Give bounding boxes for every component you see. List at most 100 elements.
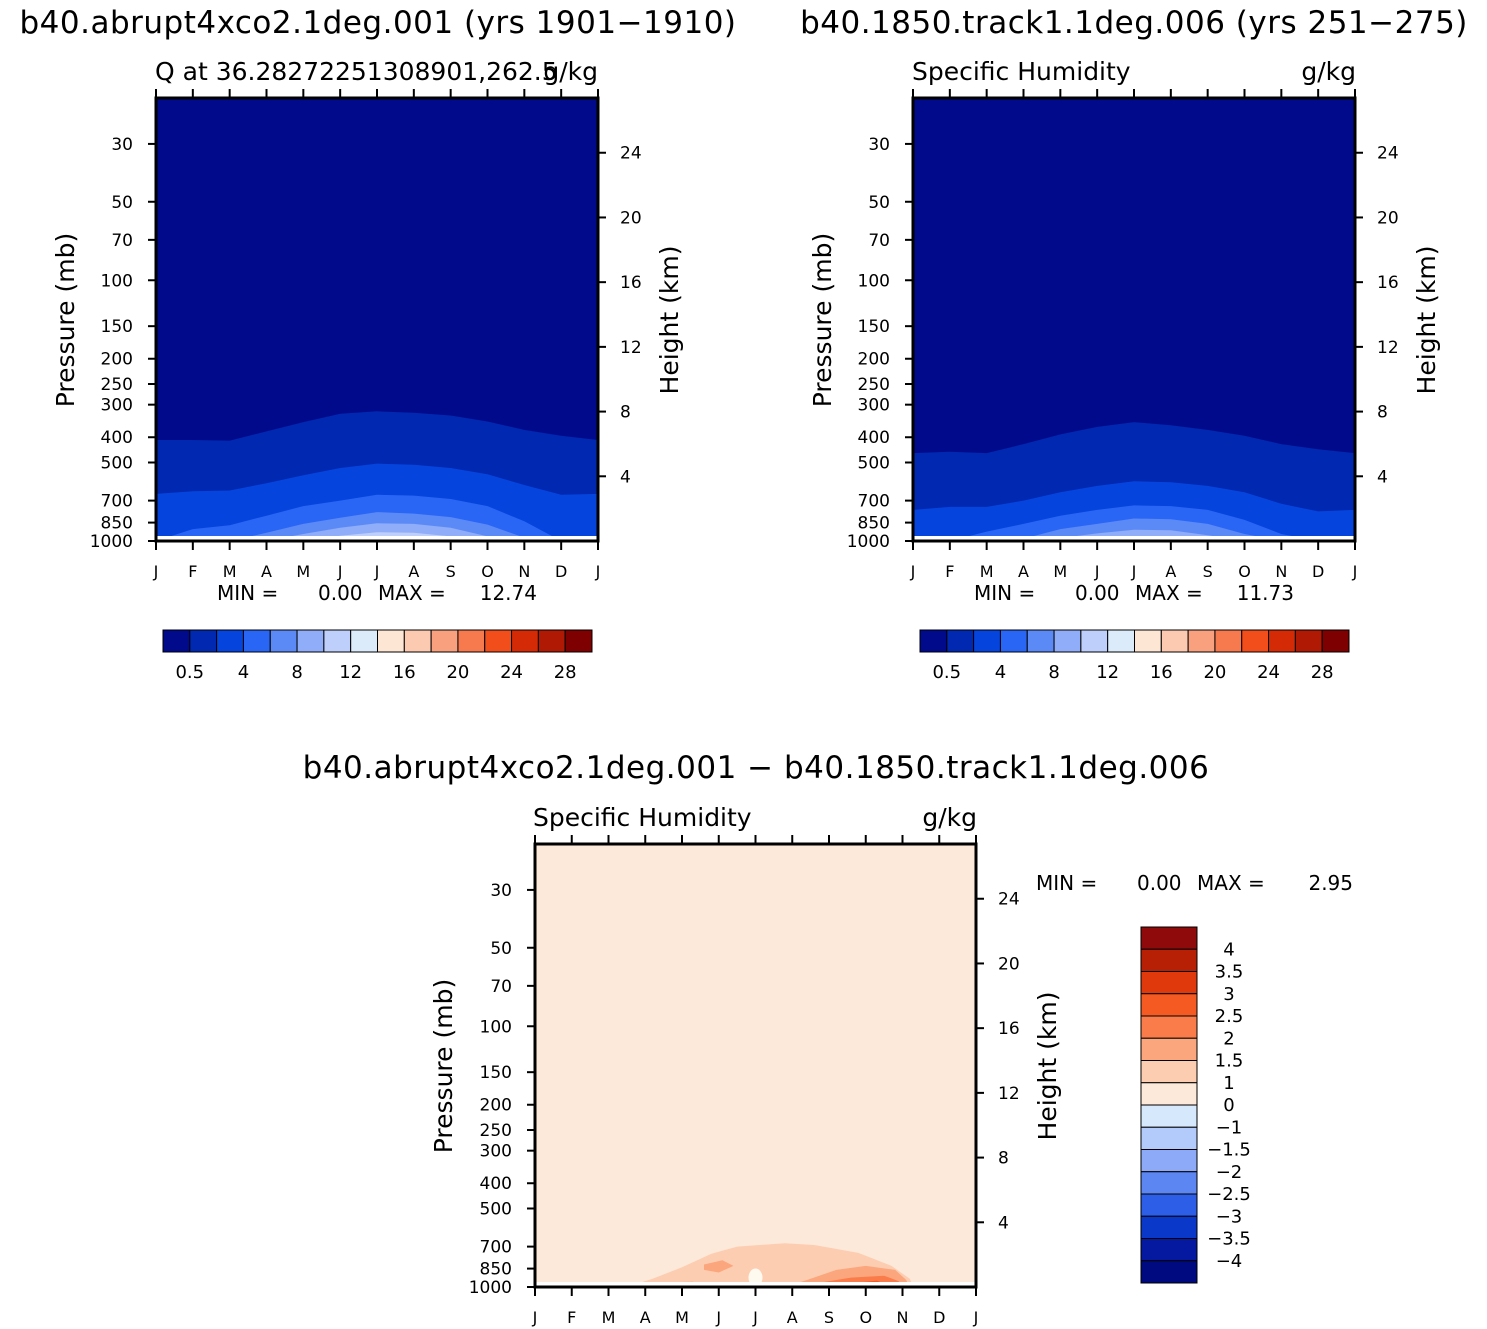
chart2-colorbar-label-10: −2 — [1216, 1162, 1243, 1183]
chart1-y-right-tick-label-5: 4 — [1377, 467, 1388, 487]
chart1-colorbar-box-5 — [1053, 629, 1082, 653]
chart1-colorbar-box-10 — [1187, 629, 1216, 653]
chart2-colorbar-box-2 — [1140, 971, 1198, 995]
chart1-colorbar-box-3 — [999, 629, 1028, 653]
chart2-colorbar-box-4 — [1140, 1015, 1198, 1039]
chart2-y-tick-label-6: 250 — [480, 1121, 512, 1141]
chart0-y-tick-label-2: 70 — [111, 231, 133, 251]
chart2-x-tick-label-3: A — [640, 1308, 651, 1327]
panel-b-min-label: MIN = — [974, 581, 1035, 605]
chart0-x-tick-label-9: O — [481, 562, 494, 581]
chart0-colorbar-box-12 — [484, 629, 513, 653]
chart2-colorbar-label-0: 4 — [1223, 939, 1234, 960]
chart2-colorbar-label-4: 2 — [1223, 1028, 1234, 1049]
chart2-colorbar-label-2: 3 — [1223, 984, 1234, 1005]
chart2-colorbar-box-9 — [1140, 1126, 1198, 1150]
chart0-colorbar-box-9 — [403, 629, 432, 653]
chart0-y-tick-label-9: 500 — [101, 454, 133, 474]
chart0-y-tick-label-0: 30 — [111, 135, 133, 155]
chart2-y-tick-label-0: 30 — [490, 881, 512, 901]
chart1-colorbar-box-2 — [973, 629, 1001, 653]
panel-b-max-value: 11.73 — [1237, 581, 1294, 605]
chart2-colorbar-box-6 — [1140, 1060, 1198, 1084]
chart2-colorbar-label-6: 1 — [1223, 1073, 1234, 1094]
chart2-y-tick-label-11: 850 — [480, 1260, 512, 1280]
chart0-colorbar-box-11 — [457, 629, 486, 653]
chart1-y-tick-label-7: 300 — [858, 396, 890, 416]
chart2-colorbar-box-1 — [1140, 948, 1198, 972]
panel-a-ylabel-right: Height (km) — [655, 246, 684, 395]
panel-b-header: b40.1850.track1.1deg.006 (yrs 251−275) — [800, 5, 1468, 41]
chart1-colorbar-box-1 — [946, 629, 975, 653]
chart2-x-tick-label-12: J — [973, 1308, 979, 1327]
chart2-x-tick-label-1: F — [567, 1308, 576, 1327]
chart1-colorbar: 0.5 4 8 12 16 20 24 28 — [919, 629, 1350, 683]
chart2-x-tick-label-9: O — [859, 1308, 872, 1327]
chart0-y-tick-label-8: 400 — [101, 428, 133, 448]
chart2-x-tick-label-0: J — [532, 1308, 538, 1327]
chart0-y-tick-label-6: 250 — [101, 375, 133, 395]
chart1-x-tick-label-9: O — [1238, 562, 1251, 581]
chart1-x-tick-label-1: F — [945, 562, 954, 581]
chart2-x-tick-label-10: N — [897, 1308, 909, 1327]
chart0-x-tick-label-10: N — [518, 562, 530, 581]
chart2-y-tick-label-8: 400 — [480, 1174, 512, 1194]
chart0-colorbar-label-4: 16 — [393, 662, 416, 683]
chart2-y-tick-label-2: 70 — [490, 977, 512, 997]
chart0-y-right-tick-label-3: 12 — [620, 338, 642, 358]
difference-chart: Specific Humidity g/kg Pressure (mb) Hei… — [429, 803, 1353, 1327]
chart0-surface-strip — [156, 536, 598, 541]
chart0-x-tick-label-0: J — [153, 562, 159, 581]
chart0-y-tick-label-11: 850 — [101, 514, 133, 534]
difference-header: b40.abrupt4xco2.1deg.001 − b40.1850.trac… — [303, 750, 1210, 786]
chart1-x-tick-label-12: J — [1352, 562, 1358, 581]
chart2-colorbar-box-13 — [1140, 1215, 1198, 1239]
chart0-colorbar-box-8 — [377, 629, 405, 653]
chart0-x-tick-label-2: M — [223, 562, 237, 581]
chart2-colorbar-label-14: −4 — [1216, 1251, 1243, 1272]
chart0-x-tick-label-4: M — [296, 562, 310, 581]
chart2-colorbar-box-5 — [1140, 1037, 1198, 1061]
chart0-x-tick-label-11: D — [555, 562, 567, 581]
chart2-y-right-tick-label-4: 8 — [998, 1149, 1009, 1169]
panel-b-max-label: MAX = — [1135, 581, 1203, 605]
chart0-colorbar-label-7: 28 — [554, 662, 577, 683]
panel-b-units: g/kg — [1301, 57, 1356, 86]
difference-ylabel: Pressure (mb) — [429, 979, 458, 1153]
panel-a-chart: Q at 36.28272251308901,262.5 g/kg Pressu… — [51, 57, 684, 683]
difference-min-label: MIN = — [1036, 871, 1097, 895]
chart0-colorbar-box-5 — [296, 629, 325, 653]
chart2-colorbar-label-11: −2.5 — [1207, 1184, 1251, 1205]
chart2-colorbar-label-3: 2.5 — [1215, 1006, 1244, 1027]
chart2-x-tick-label-6: J — [752, 1308, 758, 1327]
chart1-y-right-tick-label-4: 8 — [1377, 403, 1388, 423]
chart2-y-right-tick-label-0: 24 — [998, 890, 1020, 910]
chart1-colorbar-box-0 — [919, 629, 948, 653]
chart1-y-tick-label-2: 70 — [868, 231, 890, 251]
chart2-y-tick-label-10: 700 — [480, 1238, 512, 1258]
chart0-colorbar-label-2: 8 — [291, 662, 302, 683]
panel-a-header: b40.abrupt4xco2.1deg.001 (yrs 1901−1910) — [19, 5, 736, 41]
difference-ylabel-right: Height (km) — [1033, 992, 1062, 1141]
chart0-y-right-tick-label-5: 4 — [620, 467, 631, 487]
chart2-colorbar-box-12 — [1140, 1193, 1198, 1217]
chart0-colorbar-box-4 — [269, 629, 298, 653]
difference-min-value: 0.00 — [1137, 871, 1182, 895]
chart2-colorbar-box-10 — [1140, 1149, 1198, 1173]
chart1-x-tick-label-5: J — [1094, 562, 1100, 581]
chart2-x-tick-label-2: M — [602, 1308, 616, 1327]
chart0-x-tick-label-7: A — [408, 562, 419, 581]
chart0-y-right-tick-label-2: 16 — [620, 273, 642, 293]
chart0-y-tick-label-10: 700 — [101, 492, 133, 512]
chart0-colorbar-box-3 — [242, 629, 271, 653]
chart1-colorbar-box-8 — [1134, 629, 1162, 653]
chart0-y-tick-label-4: 150 — [101, 317, 133, 337]
chart1-y-tick-label-9: 500 — [858, 454, 890, 474]
chart2-y-tick-label-1: 50 — [490, 939, 512, 959]
panel-b-title: Specific Humidity — [912, 57, 1131, 86]
chart2-x-tick-label-4: M — [675, 1308, 689, 1327]
chart2-y-right-tick-label-5: 4 — [998, 1213, 1009, 1233]
chart0-y-right-tick-label-0: 24 — [620, 144, 642, 164]
chart2-y-tick-label-9: 500 — [480, 1200, 512, 1220]
difference-units: g/kg — [922, 803, 977, 832]
